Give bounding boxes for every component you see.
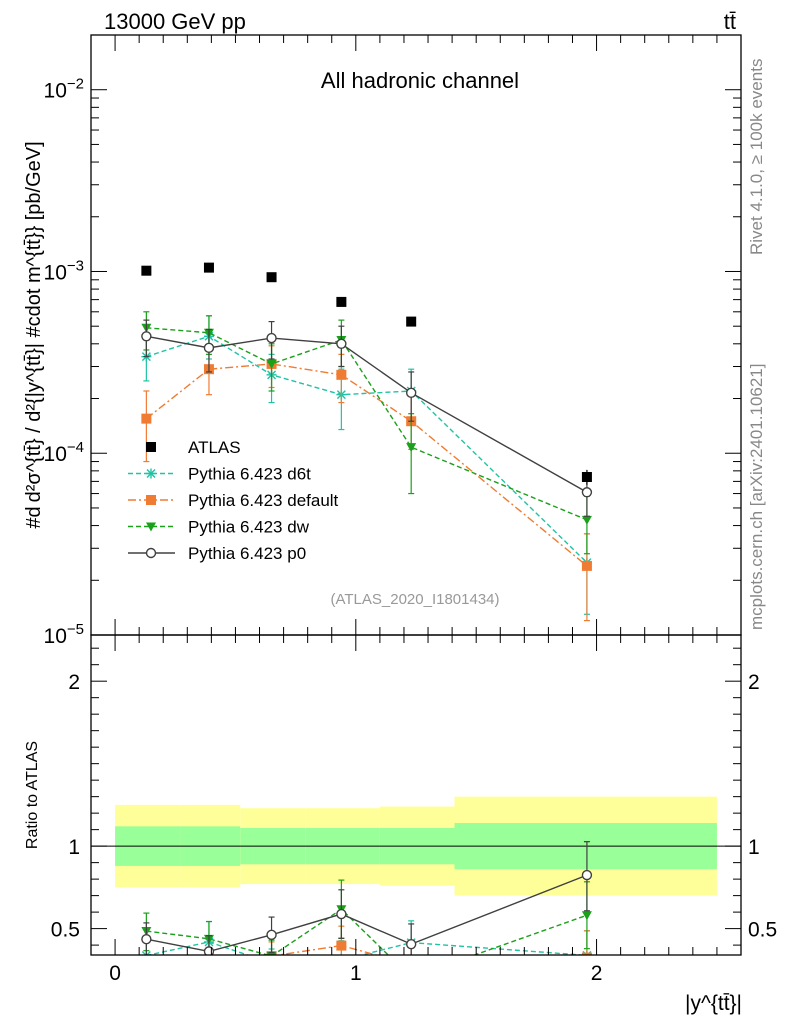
ratio-point: [336, 908, 347, 920]
data-point: [141, 331, 152, 342]
ratio-line-1: [274, 944, 379, 955]
ratio-point: [266, 929, 277, 941]
axis-ticks: [90, 34, 742, 955]
tick-exponent: −3: [67, 257, 84, 274]
data-point: [336, 369, 347, 380]
ratio-point-part: [337, 956, 345, 964]
legend-label: Pythia 6.423 d6t: [188, 465, 311, 484]
legend-label: Pythia 6.423 default: [188, 491, 339, 510]
x-tick-label: 1: [350, 962, 362, 985]
tick-base: 10: [44, 625, 67, 648]
y-tick-label: 10−4: [44, 439, 84, 466]
atlas-data-point: [266, 272, 277, 283]
chart-title: All hadronic channel: [321, 68, 519, 93]
legend-marker: [146, 442, 156, 452]
y-axis-label: #d d²σ^{tt̄} / d²{|y^{tt̄}| #cdot m^{tt̄…: [23, 141, 45, 528]
data-point: [581, 560, 592, 571]
data-point: [336, 338, 347, 350]
ratio-line-2: [146, 908, 588, 955]
ratio-point-part: [268, 959, 276, 967]
data-point: [266, 332, 277, 344]
ratio-tick-label-left: 1: [68, 836, 80, 859]
tick-labels: 10−510−410−310−20.5 0.51 12 20 1 2: [44, 76, 778, 985]
ratio-plot-series: [141, 841, 593, 991]
legend-marker: [146, 522, 156, 532]
x-axis-label: |y^{tt̄}|: [685, 992, 742, 1015]
ratio-point: [581, 911, 592, 921]
tick-base: 10: [44, 80, 67, 103]
data-point: [405, 387, 417, 399]
legend-label: Pythia 6.423 p0: [188, 544, 306, 563]
main-plot-series: [141, 262, 593, 622]
data-point: [203, 342, 215, 354]
ratio-point: [581, 869, 593, 881]
tick-exponent: −2: [67, 76, 84, 93]
ratio-point-part: [268, 959, 276, 967]
x-tick-label: 0: [109, 962, 121, 985]
ratio-axis-label: Ratio to ATLAS: [24, 741, 41, 849]
series-line-2: [146, 327, 588, 521]
legend: ATLAS Pythia 6.423 d6t Pythia 6.423 defaul…: [128, 438, 339, 563]
ratio-tick-label-right: 1: [748, 836, 760, 859]
process-label: tt̄: [724, 9, 736, 34]
ratio-tick-label-right: 0.5: [748, 919, 777, 942]
ratio-point: [141, 934, 152, 945]
ratio-line-3: [146, 874, 588, 953]
ratio-point-part: [141, 951, 147, 955]
ratio-point: [266, 952, 277, 955]
legend-label: Pythia 6.423 dw: [188, 518, 310, 537]
series-line-0: [146, 335, 588, 564]
ratio-point: [336, 940, 347, 951]
atlas-data-point: [581, 472, 592, 483]
data-point: [581, 515, 592, 525]
ratio-point: [267, 958, 277, 968]
rivet-version-label: Rivet 4.1.0, ≥ 100k events: [747, 59, 766, 255]
atlas-data-point: [336, 296, 347, 307]
ratio-point-part: [145, 951, 151, 955]
y-tick-label: 10−2: [44, 76, 84, 103]
y-tick-label: 10−5: [44, 621, 84, 648]
ratio-point-part: [337, 956, 345, 964]
atlas-data-point: [141, 265, 152, 276]
data-point: [406, 443, 417, 453]
legend-marker: [145, 547, 157, 559]
energy-label: 13000 GeV pp: [104, 9, 246, 34]
data-point: [581, 487, 593, 498]
ratio-point: [204, 961, 214, 971]
tick-exponent: −5: [67, 621, 84, 638]
ratio-plot-frame: [90, 634, 742, 956]
ratio-point: [406, 973, 416, 982]
tick-base: 10: [44, 443, 67, 466]
y-tick-label: 10−3: [44, 257, 84, 284]
atlas-data-point: [203, 262, 214, 273]
ratio-point: [406, 959, 416, 969]
x-tick-label: 2: [591, 962, 603, 985]
ratio-tick-label-left: 0.5: [51, 919, 80, 942]
source-label: mcplots.cern.ch [arXiv:2401.10621]: [747, 364, 766, 630]
tick-base: 10: [44, 261, 67, 284]
data-point: [141, 413, 152, 424]
ratio-tick-label-right: 2: [748, 671, 760, 694]
legend-marker: [146, 468, 156, 479]
ratio-point: [141, 981, 151, 991]
ratio-point: [336, 955, 346, 965]
ratio-point: [405, 938, 417, 950]
ratio-point: [581, 952, 592, 955]
ratio-tick-label-left: 2: [68, 671, 80, 694]
series-line-1: [145, 363, 588, 567]
atlas-data-point: [406, 316, 417, 327]
legend-marker-part: [146, 469, 156, 478]
series-line-3: [146, 335, 588, 493]
legend-label: ATLAS: [188, 438, 241, 457]
analysis-id: (ATLAS_2020_I1801434): [330, 591, 499, 608]
tick-exponent: −4: [67, 439, 84, 456]
legend-marker: [146, 495, 156, 505]
data-point: [266, 359, 277, 369]
